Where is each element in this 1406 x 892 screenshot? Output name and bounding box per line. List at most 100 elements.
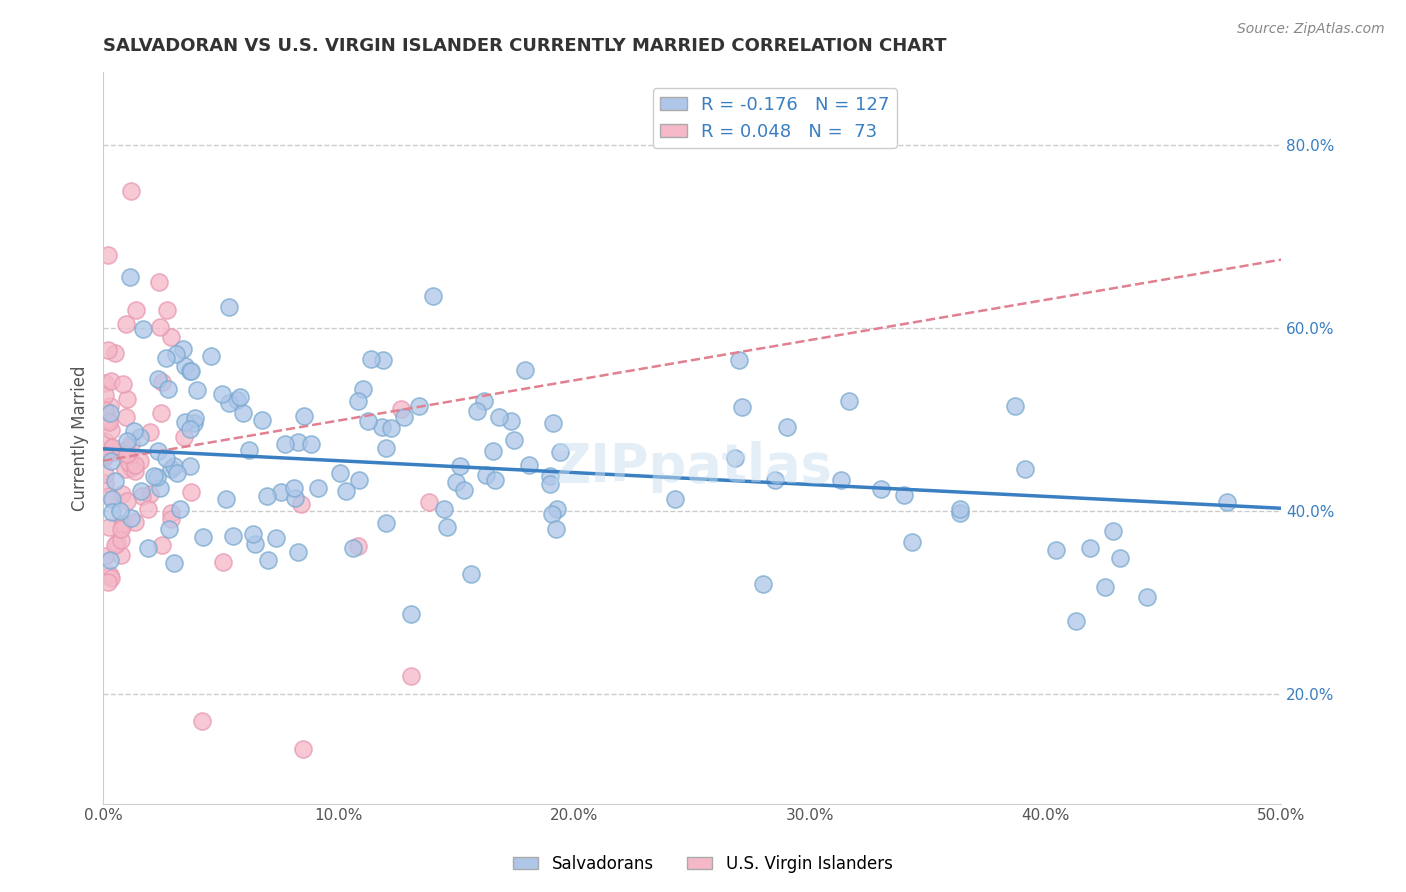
Point [97, 413, 120, 427]
Point [287, 545, 309, 559]
Point [453, 483, 475, 497]
Point [218, 300, 240, 314]
Point [115, 442, 138, 456]
Point [893, 488, 915, 502]
Point [180, 364, 202, 378]
Point [731, 400, 754, 414]
Point [97, 248, 120, 262]
Point [156, 383, 179, 397]
Point [212, 555, 235, 569]
Point [122, 425, 145, 439]
Point [371, 353, 394, 368]
Point [104, 345, 127, 359]
Point [728, 353, 751, 368]
Point [173, 430, 195, 444]
Point [165, 346, 187, 360]
Point [301, 437, 323, 451]
Point [1014, 461, 1036, 475]
Point [94, 376, 117, 391]
Point [488, 410, 510, 425]
Point [292, 741, 315, 756]
Point [120, 461, 142, 475]
Point [118, 456, 141, 470]
Point [105, 535, 128, 549]
Point [166, 467, 188, 481]
Point [97, 575, 120, 590]
Point [155, 450, 177, 465]
Point [160, 512, 183, 526]
Point [433, 501, 456, 516]
Point [94, 403, 117, 417]
Point [103, 474, 125, 488]
Point [270, 484, 292, 499]
Point [143, 468, 166, 483]
Point [418, 495, 440, 509]
Point [229, 390, 252, 404]
Point [150, 537, 173, 551]
Point [360, 352, 382, 367]
Point [112, 377, 135, 392]
Point [97, 343, 120, 357]
Point [94, 434, 117, 448]
Point [120, 269, 142, 284]
Point [138, 501, 160, 516]
Point [252, 413, 274, 427]
Point [838, 394, 860, 409]
Point [474, 467, 496, 482]
Text: SALVADORAN VS U.S. VIRGIN ISLANDER CURRENTLY MARRIED CORRELATION CHART: SALVADORAN VS U.S. VIRGIN ISLANDER CURRE… [103, 37, 946, 55]
Point [97, 489, 120, 503]
Point [100, 374, 122, 388]
Point [139, 487, 162, 501]
Point [190, 714, 212, 729]
Point [163, 458, 186, 473]
Point [94, 388, 117, 402]
Point [226, 393, 249, 408]
Point [482, 444, 505, 458]
Point [1108, 550, 1130, 565]
Point [389, 401, 412, 416]
Point [132, 322, 155, 336]
Point [513, 363, 536, 377]
Point [287, 435, 309, 450]
Point [538, 468, 561, 483]
Point [264, 532, 287, 546]
Point [160, 330, 183, 344]
Point [108, 504, 131, 518]
Point [374, 516, 396, 530]
Point [949, 506, 972, 520]
Point [115, 447, 138, 461]
Point [94, 549, 117, 563]
Point [307, 481, 329, 495]
Point [180, 484, 202, 499]
Point [869, 482, 891, 496]
Point [115, 434, 138, 449]
Point [184, 411, 207, 425]
Point [98, 415, 121, 429]
Point [392, 410, 415, 425]
Point [94, 475, 117, 490]
Point [173, 359, 195, 373]
Point [155, 351, 177, 365]
Point [149, 481, 172, 495]
Text: ZIPpatlas: ZIPpatlas [553, 442, 832, 493]
Point [752, 577, 775, 591]
Point [110, 521, 132, 535]
Point [146, 470, 169, 484]
Point [375, 441, 398, 455]
Point [1215, 495, 1237, 509]
Point [1064, 614, 1087, 628]
Point [538, 476, 561, 491]
Point [131, 489, 153, 503]
Point [273, 437, 295, 451]
Point [1135, 590, 1157, 604]
Point [408, 399, 430, 413]
Point [550, 445, 572, 459]
Point [484, 473, 506, 487]
Point [284, 491, 307, 505]
Point [342, 541, 364, 556]
Point [111, 486, 134, 500]
Point [467, 404, 489, 418]
Point [460, 567, 482, 582]
Point [499, 414, 522, 428]
Point [120, 511, 142, 525]
